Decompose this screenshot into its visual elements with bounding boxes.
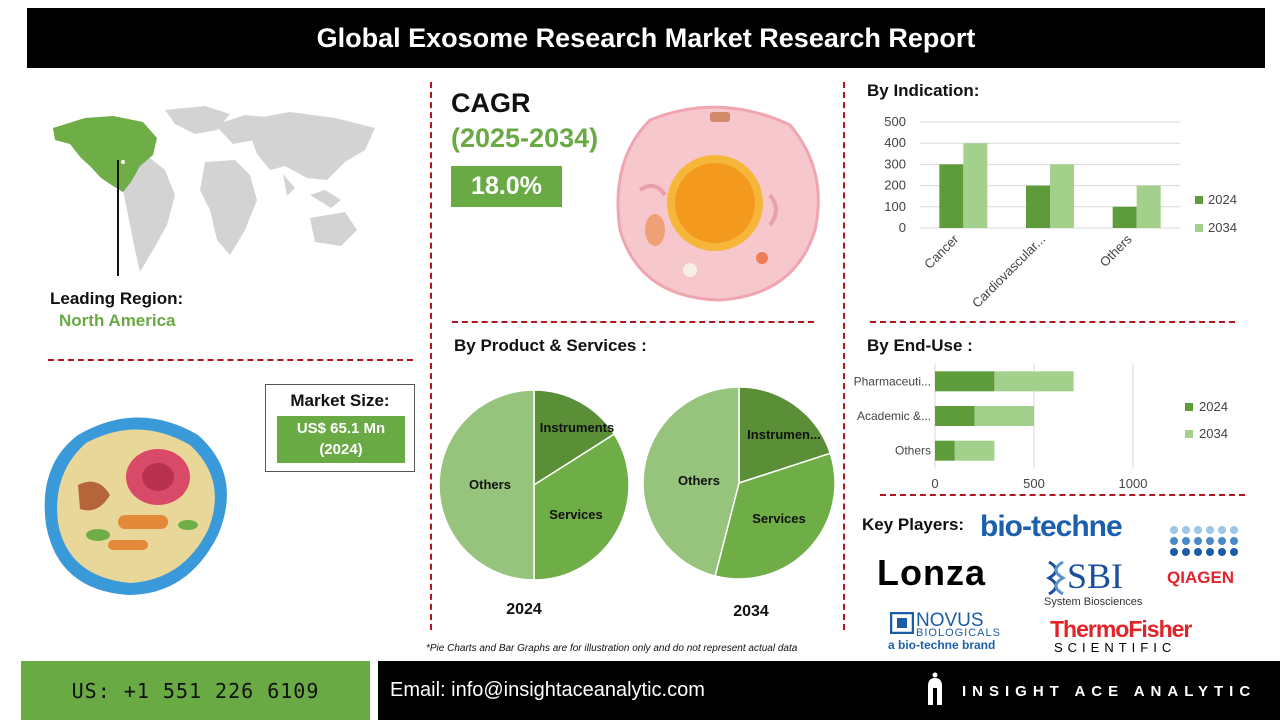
divider-middle bbox=[452, 321, 814, 323]
indication-bar bbox=[1112, 206, 1137, 228]
footer-email: Email: info@insightaceanalytic.com bbox=[390, 679, 705, 701]
indication-bar bbox=[1136, 185, 1161, 228]
sbi-subtitle: System Biosciences bbox=[1044, 596, 1143, 608]
indication-bar bbox=[963, 143, 988, 228]
pie-slice bbox=[738, 386, 832, 485]
indication-category-label: Others bbox=[1097, 231, 1136, 270]
indication-category-label: Cancer bbox=[921, 231, 962, 272]
indication-legend-label: 2024 bbox=[1208, 192, 1237, 207]
sbi-helix-icon bbox=[1045, 560, 1067, 596]
divider-left bbox=[48, 359, 413, 361]
indication-bar bbox=[1050, 164, 1074, 228]
cagr-period: (2025-2034) bbox=[451, 123, 599, 153]
cagr-value-box: 18.0% bbox=[451, 166, 562, 207]
footer-brand: INSIGHT ACE ANALYTIC bbox=[962, 683, 1257, 700]
pie-year-caption: 2034 bbox=[733, 603, 769, 620]
pie-slice-label: Services bbox=[549, 507, 603, 522]
pie-year-caption: 2024 bbox=[506, 601, 542, 618]
indication-bar bbox=[1026, 185, 1050, 228]
enduse-category-label: Academic &... bbox=[857, 409, 931, 423]
pie-slice bbox=[533, 389, 616, 487]
qiagen-dots-icon bbox=[1170, 526, 1238, 556]
insight-ace-logo-icon bbox=[928, 672, 942, 705]
enduse-x-tick: 500 bbox=[1023, 476, 1045, 491]
pie-slice-label: Others bbox=[678, 473, 720, 488]
enduse-legend-label: 2034 bbox=[1199, 426, 1228, 441]
region-pointer-line bbox=[117, 160, 119, 276]
pie-slice-label: Instruments bbox=[540, 420, 614, 435]
market-size-value-box: US$ 65.1 Mn (2024) bbox=[277, 416, 405, 463]
enduse-title: By End-Use : bbox=[867, 336, 973, 355]
enduse-category-label: Pharmaceuti... bbox=[854, 374, 931, 388]
pie-slice bbox=[642, 386, 740, 577]
market-size-box: Market Size: US$ 65.1 Mn (2024) bbox=[265, 384, 415, 472]
indication-y-tick: 500 bbox=[884, 114, 906, 129]
indication-y-tick: 300 bbox=[884, 156, 906, 171]
leading-region-value: North America bbox=[59, 311, 176, 330]
page-title: Global Exosome Research Market Research … bbox=[316, 22, 976, 53]
market-size-value: US$ 65.1 Mn bbox=[296, 420, 386, 437]
market-size-year: (2024) bbox=[319, 441, 363, 458]
pie-slice-label: Instrumen... bbox=[747, 427, 821, 442]
cagr-value: 18.0% bbox=[471, 172, 542, 200]
sbi-logo: SBI bbox=[1067, 556, 1124, 596]
thermofisher-logo: ThermoFisher bbox=[1050, 616, 1192, 642]
divider-vertical-right bbox=[843, 82, 845, 630]
indication-y-tick: 200 bbox=[884, 178, 906, 193]
enduse-bar bbox=[974, 406, 1034, 426]
world-map-icon bbox=[53, 106, 375, 272]
biotechne-logo: bio-techne bbox=[980, 510, 1123, 543]
market-size-label: Market Size: bbox=[290, 391, 390, 410]
enduse-category-label: Others bbox=[895, 444, 931, 458]
cell-cross-section-icon bbox=[44, 417, 227, 595]
product-title: By Product & Services : bbox=[454, 336, 647, 355]
indication-legend-swatch bbox=[1195, 224, 1203, 232]
qiagen-logo: QIAGEN bbox=[1167, 568, 1235, 587]
enduse-bar bbox=[935, 440, 955, 461]
novus-logo: NOVUS bbox=[916, 610, 984, 631]
enduse-legend-swatch bbox=[1185, 403, 1193, 411]
indication-title: By Indication: bbox=[867, 81, 980, 100]
indication-legend-label: 2034 bbox=[1208, 220, 1237, 235]
indication-legend-swatch bbox=[1195, 196, 1203, 204]
indication-bar bbox=[939, 164, 964, 228]
enduse-bar bbox=[954, 440, 995, 461]
pie-slice-label: Services bbox=[752, 511, 806, 526]
enduse-bar bbox=[994, 371, 1074, 392]
novus-brand: a bio-techne brand bbox=[888, 638, 996, 652]
cell-illustration-icon bbox=[616, 105, 820, 302]
lonza-logo: Lonza bbox=[877, 552, 986, 593]
phone-number: US: +1 551 226 6109 bbox=[71, 678, 320, 703]
enduse-x-tick: 1000 bbox=[1119, 476, 1148, 491]
divider-right-top bbox=[870, 321, 1235, 323]
divider-vertical-left bbox=[430, 82, 432, 630]
enduse-bar bbox=[935, 406, 975, 426]
key-players-title: Key Players: bbox=[862, 515, 965, 534]
enduse-bar bbox=[935, 371, 995, 392]
footer-phone: US: +1 551 226 6109 bbox=[21, 661, 370, 720]
thermofisher-subtitle: SCIENTIFIC bbox=[1054, 640, 1177, 655]
indication-category-label: Cardiovascular... bbox=[969, 232, 1048, 311]
leading-region-label: Leading Region: bbox=[50, 289, 184, 308]
enduse-legend-swatch bbox=[1185, 430, 1193, 438]
cagr-label: CAGR bbox=[451, 88, 531, 118]
indication-y-tick: 0 bbox=[899, 220, 906, 235]
indication-y-tick: 400 bbox=[884, 135, 906, 150]
disclaimer-text: *Pie Charts and Bar Graphs are for illus… bbox=[426, 643, 798, 654]
indication-bar-chart: 0 100 200 300 400 500 Cancer Cardiovascular... O… bbox=[884, 114, 1237, 311]
pie-slice bbox=[438, 389, 535, 581]
divider-right-bottom bbox=[880, 494, 1245, 496]
enduse-legend-label: 2024 bbox=[1199, 399, 1228, 414]
enduse-bar-chart: 0 500 1000 Pharmaceuti... Academic &... Other… bbox=[854, 364, 1228, 491]
novus-logo-icon bbox=[890, 612, 914, 634]
product-pie-charts: Instruments Services Others 2024 Instrumen..… bbox=[438, 386, 836, 620]
novus-subtitle: BIOLOGICALS bbox=[916, 627, 1001, 639]
enduse-x-tick: 0 bbox=[931, 476, 938, 491]
pie-slice bbox=[533, 433, 630, 581]
pie-slice-label: Others bbox=[469, 477, 511, 492]
indication-y-tick: 100 bbox=[884, 199, 906, 214]
footer-email-bar bbox=[378, 661, 1280, 720]
header-bar: Global Exosome Research Market Research … bbox=[27, 8, 1265, 68]
pie-slice bbox=[714, 452, 836, 580]
